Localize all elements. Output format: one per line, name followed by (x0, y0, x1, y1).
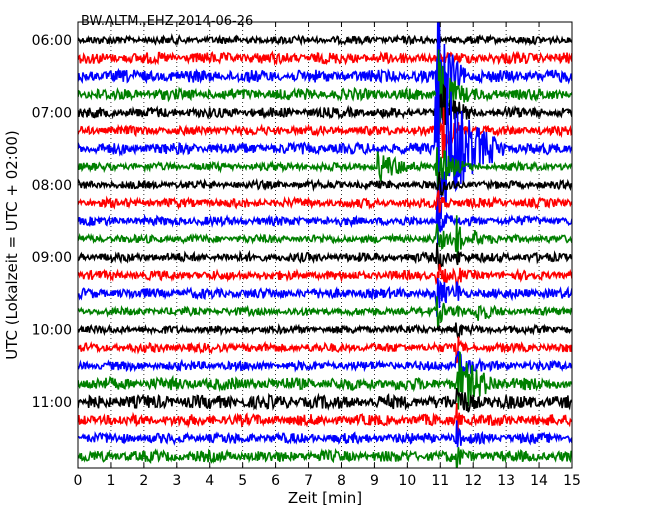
x-axis: 0 1 2 3 4 5 6 7 8 9 10 11 12 13 14 15 (74, 22, 581, 489)
x-tick-label: 10 (398, 473, 416, 489)
x-tick-label: 11 (431, 473, 449, 489)
trace-0615 (78, 50, 572, 67)
x-tick-label: 2 (139, 473, 148, 489)
trace-0845 (78, 215, 572, 265)
trace-1000 (78, 322, 572, 339)
trace-1100 (78, 387, 572, 413)
y-tick-label: 11:00 (32, 395, 72, 411)
x-tick-label: 3 (172, 473, 181, 489)
trace-0945 (78, 296, 572, 328)
trace-1145 (78, 447, 572, 468)
trace-0630 (78, 22, 572, 133)
x-tick-label: 4 (205, 473, 214, 489)
x-tick-label: 7 (304, 473, 313, 489)
chart-title: BW.ALTM..EHZ 2014-06-26 (81, 14, 253, 29)
trace-0800 (78, 171, 572, 197)
x-tick-label: 0 (74, 473, 83, 489)
trace-group (78, 22, 572, 468)
x-tick-label: 9 (370, 473, 379, 489)
x-tick-label: 12 (464, 473, 482, 489)
trace-1030 (78, 350, 572, 375)
x-tick-label: 8 (337, 473, 346, 489)
y-tick-label: 08:00 (32, 178, 72, 194)
trace-0715 (78, 107, 572, 159)
x-tick-label: 14 (530, 473, 548, 489)
trace-0830 (78, 206, 572, 233)
trace-0600 (78, 32, 572, 47)
trace-0915 (78, 263, 572, 292)
y-tick-label: 10:00 (32, 323, 72, 339)
trace-0745 (78, 147, 572, 191)
trace-1130 (78, 420, 572, 448)
x-tick-label: 15 (563, 473, 581, 489)
trace-0900 (78, 242, 572, 271)
x-axis-label: Zeit [min] (288, 489, 362, 507)
trace-0815 (78, 190, 572, 214)
y-axis: 06:00 07:00 08:00 09:00 10:00 11:00 (32, 33, 572, 411)
x-tick-label: 5 (238, 473, 247, 489)
trace-1015 (78, 336, 572, 364)
x-tick-label: 13 (497, 473, 515, 489)
trace-1115 (78, 402, 572, 434)
y-axis-label: UTC (Lokalzeit = UTC + 02:00) (3, 130, 21, 360)
trace-1045 (78, 351, 572, 410)
trace-0930 (78, 277, 572, 317)
plot-frame (77, 21, 573, 469)
trace-0645 (78, 49, 572, 131)
y-tick-label: 09:00 (32, 250, 72, 266)
trace-0700 (78, 83, 572, 125)
y-tick-label: 07:00 (32, 105, 72, 121)
y-tick-label: 06:00 (32, 33, 72, 49)
trace-0730 (78, 58, 572, 245)
x-tick-label: 6 (271, 473, 280, 489)
x-tick-label: 1 (106, 473, 115, 489)
